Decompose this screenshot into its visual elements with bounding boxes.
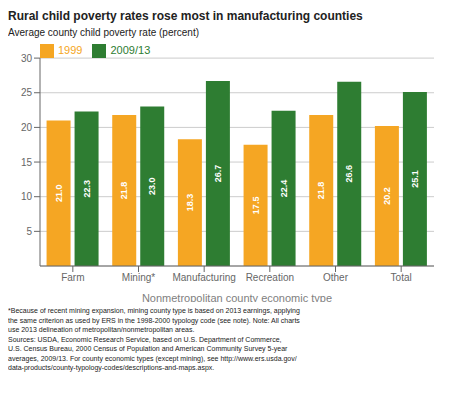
svg-text:Other: Other bbox=[323, 272, 349, 283]
svg-text:21.0: 21.0 bbox=[54, 184, 64, 202]
svg-text:Farm: Farm bbox=[61, 272, 84, 283]
svg-text:26.7: 26.7 bbox=[213, 165, 223, 183]
svg-text:20.2: 20.2 bbox=[382, 187, 392, 205]
svg-text:18.3: 18.3 bbox=[185, 194, 195, 212]
svg-text:Recreation: Recreation bbox=[246, 272, 294, 283]
svg-text:23.0: 23.0 bbox=[147, 178, 157, 196]
html-text:2009/13: 2009/13 bbox=[110, 44, 151, 56]
svg-text:Manufacturing: Manufacturing bbox=[172, 272, 235, 283]
svg-text:25.1: 25.1 bbox=[410, 170, 420, 188]
svg-text:17.5: 17.5 bbox=[251, 197, 261, 215]
svg-text:10: 10 bbox=[21, 191, 33, 202]
svg-text:Mining*: Mining* bbox=[122, 272, 155, 283]
svg-text:26.6: 26.6 bbox=[344, 165, 354, 183]
svg-text:22.3: 22.3 bbox=[82, 180, 92, 198]
svg-text:25: 25 bbox=[21, 87, 33, 98]
html-text:1999: 1999 bbox=[58, 44, 83, 56]
svg-text:21.8: 21.8 bbox=[316, 182, 326, 200]
svg-text:21.8: 21.8 bbox=[119, 182, 129, 200]
svg-text:Total: Total bbox=[391, 272, 412, 283]
svg-text:15: 15 bbox=[21, 157, 33, 168]
svg-text:20: 20 bbox=[21, 122, 33, 133]
html-text:Average county child poverty r: Average county child poverty rate (perce… bbox=[8, 27, 199, 38]
svg-text:22.4: 22.4 bbox=[279, 180, 289, 198]
svg-text:Nonmetropolitan county economi: Nonmetropolitan county economic type bbox=[142, 292, 332, 302]
svg-text:5: 5 bbox=[26, 226, 32, 237]
html-text:*Because of recent mining expa: *Because of recent mining expansion, min… bbox=[8, 307, 300, 371]
svg-text:30: 30 bbox=[21, 53, 33, 64]
html-text:Rural child poverty rates rose: Rural child poverty rates rose most in m… bbox=[8, 9, 363, 23]
